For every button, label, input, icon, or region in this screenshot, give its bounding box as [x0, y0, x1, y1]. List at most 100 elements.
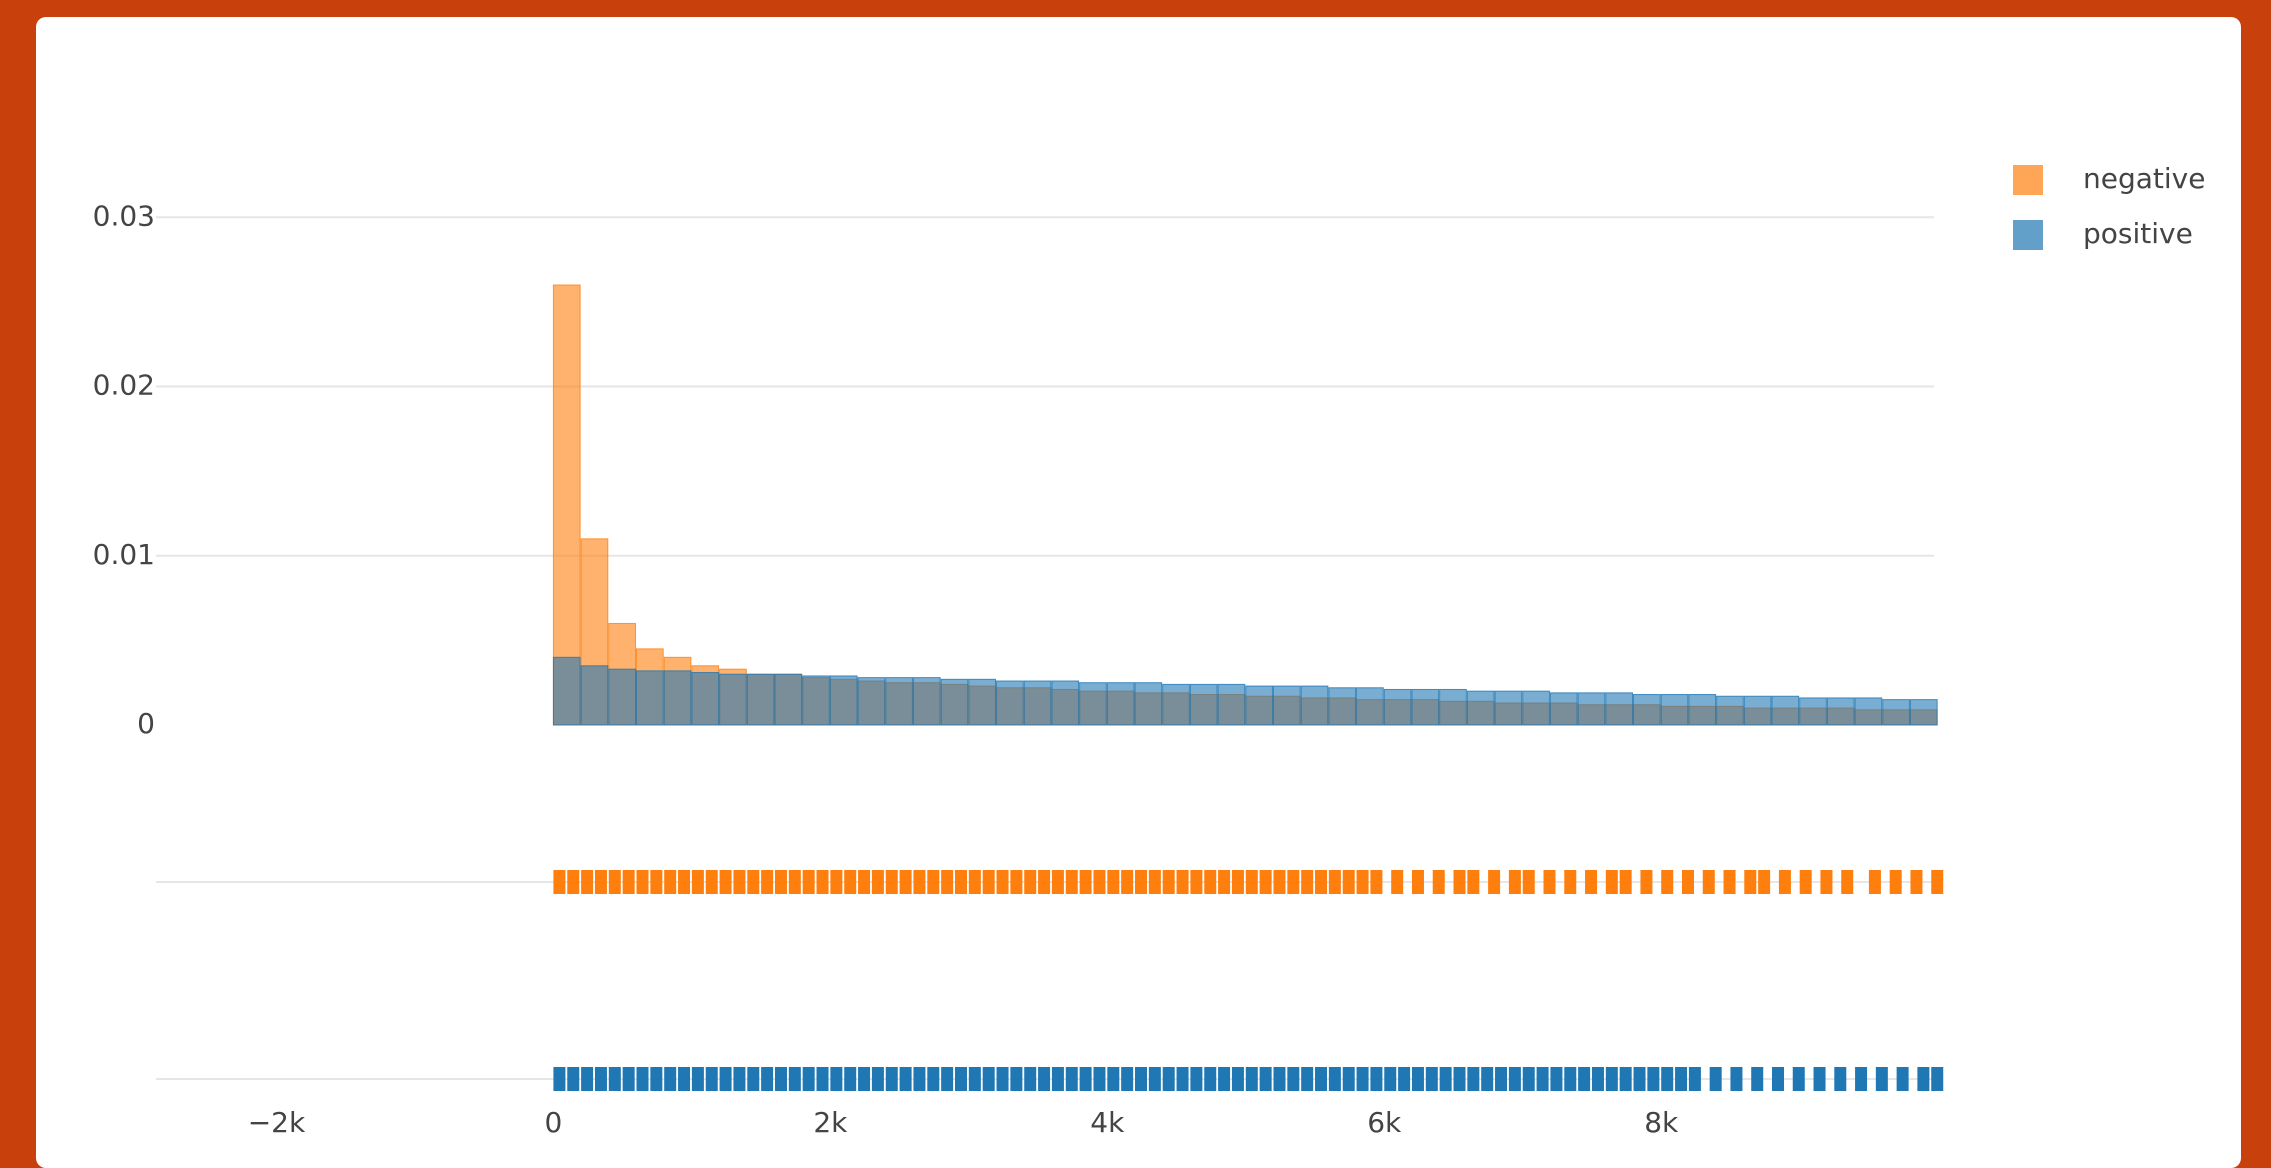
- rug-tick: [1315, 1067, 1328, 1091]
- rug-tick: [733, 870, 746, 894]
- rug-tick: [1681, 870, 1694, 894]
- rug-tick: [871, 870, 884, 894]
- rug-tick: [1744, 870, 1757, 894]
- rug-tick: [1121, 1067, 1134, 1091]
- rug-tick: [1453, 870, 1466, 894]
- rug-tick: [1792, 1067, 1805, 1091]
- rug-tick: [1931, 870, 1944, 894]
- rug-tick: [788, 1067, 801, 1091]
- rug-tick: [954, 1067, 967, 1091]
- rug-tick: [1591, 1067, 1604, 1091]
- histogram-bar: [1716, 695, 1744, 726]
- rug-tick: [1675, 1067, 1688, 1091]
- rug-tick: [996, 1067, 1009, 1091]
- histogram-bar: [1383, 688, 1412, 726]
- rug-tick: [608, 870, 621, 894]
- rug-tick: [1605, 1067, 1618, 1091]
- rug-tick: [1522, 1067, 1535, 1091]
- histogram-bar: [1411, 688, 1440, 726]
- rug-tick: [1038, 1067, 1051, 1091]
- histogram-bar: [1854, 697, 1883, 726]
- rug-tick: [1522, 870, 1535, 894]
- rug-tick: [913, 870, 926, 894]
- rug-tick: [1391, 870, 1404, 894]
- rug-tick: [1107, 870, 1120, 894]
- rug-tick: [1467, 1067, 1480, 1091]
- rug-tick: [1543, 870, 1556, 894]
- rug-tick: [816, 1067, 829, 1091]
- rug-tick: [1148, 870, 1161, 894]
- histogram-bar: [552, 656, 581, 726]
- histogram-bar: [691, 672, 720, 726]
- histogram-bar: [636, 670, 664, 726]
- histogram-bar: [1079, 682, 1107, 726]
- x-tick-label: 2k: [813, 1106, 848, 1139]
- y-tick-label: 0.01: [93, 538, 155, 571]
- rug-tick: [1301, 1067, 1314, 1091]
- rug-tick: [1640, 870, 1653, 894]
- rug-tick: [1370, 1067, 1383, 1091]
- histogram-bar: [1909, 699, 1938, 726]
- rug-tick: [581, 870, 594, 894]
- rug-tick: [1702, 870, 1715, 894]
- rug-tick: [608, 1067, 621, 1091]
- rug-tick: [1453, 1067, 1466, 1091]
- rug-tick: [899, 870, 912, 894]
- rug-tick: [1218, 870, 1231, 894]
- rug-tick: [1813, 1067, 1826, 1091]
- rug-tick: [1079, 870, 1092, 894]
- rug-tick: [1065, 870, 1078, 894]
- rug-tick: [1564, 1067, 1577, 1091]
- rug-tick: [1868, 870, 1881, 894]
- rug-tick: [1190, 870, 1203, 894]
- rug-tick: [788, 870, 801, 894]
- histogram-bar: [857, 677, 886, 726]
- rug-tick: [1176, 870, 1189, 894]
- rug-tick: [968, 870, 981, 894]
- histogram-bar: [719, 673, 747, 726]
- rug-tick: [691, 870, 704, 894]
- rug-tick: [747, 870, 760, 894]
- histogram-bar: [885, 677, 913, 726]
- rug-tick: [1564, 870, 1577, 894]
- histogram-bar: [996, 680, 1024, 726]
- histogram-bar: [774, 673, 803, 726]
- rug-tick: [1107, 1067, 1120, 1091]
- rug-tick: [1931, 1067, 1944, 1091]
- rug-tick: [982, 1067, 995, 1091]
- rug-tick: [1896, 1067, 1909, 1091]
- rug-tick: [885, 870, 898, 894]
- rug-tick: [1495, 1067, 1508, 1091]
- rug-tick: [830, 870, 843, 894]
- rug-tick: [1820, 870, 1833, 894]
- rug-tick: [1051, 870, 1064, 894]
- rug-tick: [1231, 870, 1244, 894]
- histogram-bar: [1771, 695, 1800, 726]
- rug-tick: [1778, 870, 1791, 894]
- rug-tick: [1751, 1067, 1764, 1091]
- rug-tick: [1550, 1067, 1563, 1091]
- histogram-bar: [552, 284, 581, 726]
- histogram-bar: [1106, 682, 1135, 726]
- rug-tick: [927, 1067, 940, 1091]
- rug-tick: [1328, 1067, 1341, 1091]
- rug-tick: [664, 1067, 677, 1091]
- y-tick-label: 0.02: [93, 369, 155, 402]
- rug-tick: [941, 870, 954, 894]
- rug-tick: [1093, 870, 1106, 894]
- histogram-bar: [1826, 697, 1855, 726]
- rug-tick: [954, 870, 967, 894]
- histogram-bar: [1356, 687, 1384, 726]
- rug-tick: [650, 1067, 663, 1091]
- rug-tick: [1051, 1067, 1064, 1091]
- rug-tick: [1439, 1067, 1452, 1091]
- rug-tick: [1834, 1067, 1847, 1091]
- legend-swatch: [2013, 165, 2043, 195]
- rug-tick: [1688, 1067, 1701, 1091]
- histogram-bar: [1577, 692, 1606, 726]
- rug-tick: [885, 1067, 898, 1091]
- histogram-bar: [912, 677, 941, 726]
- histogram-bar: [1189, 683, 1218, 726]
- rug-tick: [913, 1067, 926, 1091]
- rug-tick: [1328, 870, 1341, 894]
